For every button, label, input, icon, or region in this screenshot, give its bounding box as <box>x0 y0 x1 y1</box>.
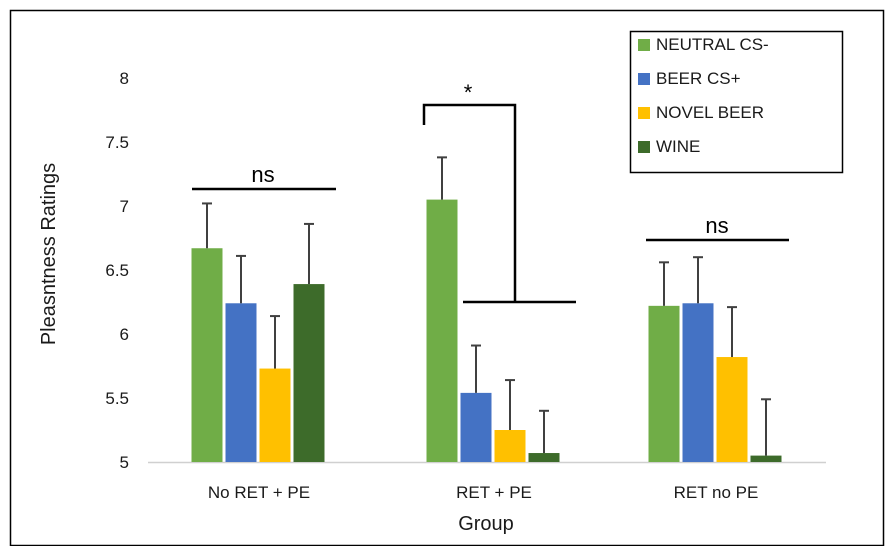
bars <box>191 199 782 462</box>
y-tick-label: 6.5 <box>105 261 129 280</box>
annotation-group2: * <box>422 80 576 304</box>
legend: NEUTRAL CS- BEER CS+ NOVEL BEER WINE <box>629 30 844 174</box>
significance-bracket <box>422 103 517 302</box>
legend-label: NEUTRAL CS- <box>656 35 769 54</box>
bar <box>259 368 291 462</box>
ns-label-group1: ns <box>251 162 274 187</box>
x-tick-label: No RET + PE <box>208 483 310 502</box>
bar <box>648 305 680 462</box>
bar <box>460 392 492 462</box>
error-bars <box>202 156 771 456</box>
star-label-group2: * <box>464 80 473 105</box>
y-tick-label: 7 <box>120 197 129 216</box>
bar <box>225 303 257 462</box>
x-tick-label: RET + PE <box>456 483 532 502</box>
y-tick-label: 5.5 <box>105 389 129 408</box>
bar <box>716 357 748 462</box>
y-tick-labels: 5 5.5 6 6.5 7 7.5 8 <box>105 69 129 472</box>
bar <box>682 303 714 462</box>
bar <box>191 248 223 462</box>
x-tick-labels: No RET + PE RET + PE RET no PE <box>208 483 758 502</box>
legend-label: BEER CS+ <box>656 69 741 88</box>
annotation-group1: ns <box>192 162 336 191</box>
legend-box <box>629 30 844 174</box>
legend-swatch <box>638 73 650 85</box>
y-tick-label: 6 <box>120 325 129 344</box>
bar <box>293 284 325 462</box>
annotation-group3: ns <box>646 213 789 242</box>
legend-swatch <box>638 107 650 119</box>
y-tick-label: 8 <box>120 69 129 88</box>
y-axis-title: Pleasntness Ratings <box>38 163 60 345</box>
bar <box>750 455 782 462</box>
legend-swatch <box>638 141 650 153</box>
legend-label: NOVEL BEER <box>656 103 764 122</box>
y-tick-label: 5 <box>120 453 129 472</box>
bar <box>426 199 458 462</box>
legend-swatch <box>638 39 650 51</box>
x-tick-label: RET no PE <box>674 483 759 502</box>
bar <box>528 453 560 462</box>
ns-label-group3: ns <box>705 213 728 238</box>
y-tick-label: 7.5 <box>105 133 129 152</box>
bar <box>494 430 526 462</box>
legend-label: WINE <box>656 137 700 156</box>
x-axis-title: Group <box>458 513 514 535</box>
